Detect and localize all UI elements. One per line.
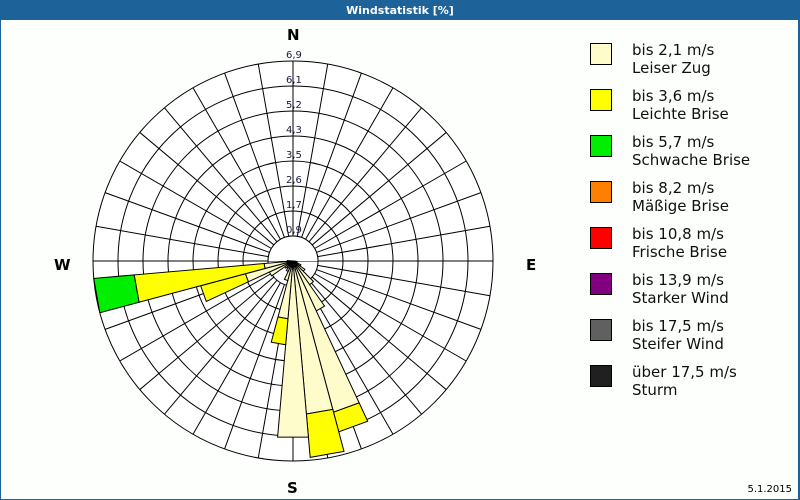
ring-labels: 0,9 1,7 2,6 3,5 4,3 5,2 6,1 6,9 (286, 50, 302, 236)
wind-bar-segment (286, 259, 294, 263)
legend-name: Sturm (632, 381, 678, 399)
legend-range: über 17,5 m/s (632, 363, 737, 381)
legend-item-leichte-brise: bis 3,6 m/s Leichte Brise (590, 86, 790, 126)
compass-east-label: E (526, 256, 537, 274)
compass-south-label: S (287, 479, 298, 497)
legend-name: Schwache Brise (632, 151, 751, 169)
wind-bar-segment (93, 274, 140, 314)
legend-swatch (590, 89, 612, 111)
wind-bar-segment (277, 260, 309, 438)
legend-name: Mäßige Brise (632, 197, 729, 215)
legend-range: bis 10,8 m/s (632, 225, 724, 243)
legend-range: bis 17,5 m/s (632, 317, 724, 335)
legend-name: Steifer Wind (632, 335, 724, 353)
ring-label: 2,6 (286, 175, 302, 186)
legend-swatch (590, 135, 612, 157)
legend-range: bis 13,9 m/s (632, 271, 724, 289)
legend-item-leiser-zug: bis 2,1 m/s Leiser Zug (590, 40, 790, 80)
legend-swatch (590, 319, 612, 341)
ring-label: 0,9 (286, 225, 302, 236)
ring-label: 3,5 (286, 150, 302, 161)
legend-name: Frische Brise (632, 243, 728, 261)
ring-label: 6,9 (286, 50, 302, 61)
wind-rose-plot: 0,9 1,7 2,6 3,5 4,3 5,2 6,1 6,9 (92, 50, 494, 462)
date-stamp: 5.1.2015 (747, 484, 792, 495)
legend-name: Starker Wind (632, 289, 729, 307)
legend-item-frische-brise: bis 10,8 m/s Frische Brise (590, 224, 790, 264)
legend-range: bis 3,6 m/s (632, 87, 715, 105)
legend-name: Leiser Zug (632, 59, 711, 77)
legend-swatch (590, 227, 612, 249)
ring-label: 6,1 (286, 75, 302, 86)
legend-swatch (590, 273, 612, 295)
legend-item-sturm: über 17,5 m/s Sturm (590, 362, 790, 402)
legend-range: bis 5,7 m/s (632, 133, 715, 151)
legend-item-schwache-brise: bis 5,7 m/s Schwache Brise (590, 132, 790, 172)
legend-name: Leichte Brise (632, 105, 729, 123)
legend-item-steifer-wind: bis 17,5 m/s Steifer Wind (590, 316, 790, 356)
legend-range: bis 2,1 m/s (632, 41, 715, 59)
ring-label: 5,2 (286, 100, 302, 111)
compass-west-label: W (54, 256, 71, 274)
legend-swatch (590, 365, 612, 387)
bars (93, 259, 369, 458)
legend-item-starker-wind: bis 13,9 m/s Starker Wind (590, 270, 790, 310)
legend-range: bis 8,2 m/s (632, 179, 715, 197)
ring-label: 1,7 (286, 200, 302, 211)
chart-title: Windstatistik [%] (346, 4, 454, 17)
legend-swatch (590, 181, 612, 203)
center-hole (267, 235, 319, 262)
compass-north-label: N (287, 26, 300, 44)
legend-item-maessige-brise: bis 8,2 m/s Mäßige Brise (590, 178, 790, 218)
wind-bar-segment (305, 408, 345, 458)
chart-panel: 0,9 1,7 2,6 3,5 4,3 5,2 6,1 6,9 N E S W bis 2,1… (1, 20, 798, 499)
wind-bar-segment (270, 316, 289, 346)
legend-swatch (590, 43, 612, 65)
ring-label: 4,3 (286, 125, 302, 136)
